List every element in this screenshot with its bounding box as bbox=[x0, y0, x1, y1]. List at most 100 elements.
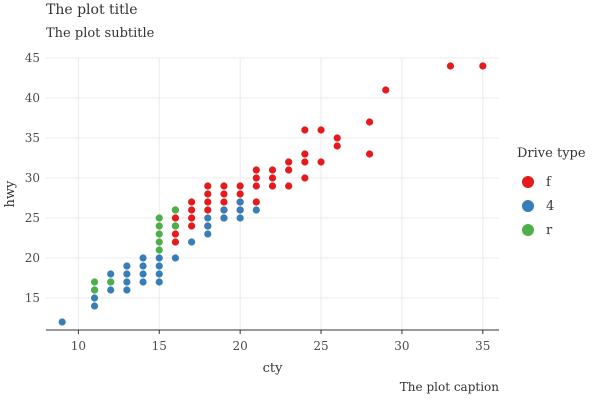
data-point-4 bbox=[204, 230, 212, 238]
legend-item-f: f bbox=[522, 172, 551, 192]
data-point-f bbox=[446, 62, 455, 70]
data-point-f bbox=[365, 150, 374, 158]
axes bbox=[46, 329, 499, 334]
data-point-4 bbox=[188, 238, 196, 246]
x-tick-label: 25 bbox=[313, 339, 328, 353]
data-point-r bbox=[155, 214, 163, 222]
data-point-4 bbox=[220, 206, 228, 214]
data-point-f bbox=[171, 230, 180, 238]
data-point-4 bbox=[171, 254, 180, 262]
data-point-4 bbox=[236, 198, 244, 206]
axis-labels: 10 15 20 25 30 35 15 20 25 30 35 40 45 cty hwy bbox=[3, 51, 490, 376]
data-point-f bbox=[301, 158, 309, 166]
data-point-4 bbox=[123, 286, 131, 294]
data-point-f bbox=[252, 174, 260, 182]
data-point-r bbox=[155, 238, 163, 246]
data-point-4 bbox=[139, 278, 147, 286]
data-point-f bbox=[252, 198, 260, 206]
data-point-4 bbox=[155, 278, 163, 286]
data-point-f bbox=[188, 222, 196, 230]
data-point-f bbox=[479, 62, 487, 70]
data-point-4 bbox=[155, 254, 163, 262]
data-point-4 bbox=[236, 206, 244, 214]
y-tick-label: 45 bbox=[25, 51, 40, 65]
data-point-f bbox=[220, 190, 228, 198]
x-tick-label: 15 bbox=[152, 339, 167, 353]
data-point-4 bbox=[90, 294, 99, 302]
data-point-r bbox=[107, 278, 115, 286]
data-point-4 bbox=[123, 278, 131, 286]
y-tick-label: 30 bbox=[25, 171, 40, 185]
data-point-4 bbox=[123, 262, 131, 270]
data-point-f bbox=[188, 198, 196, 206]
y-tick-label: 20 bbox=[25, 251, 40, 265]
y-tick-label: 40 bbox=[25, 91, 40, 105]
data-point-f bbox=[188, 214, 196, 222]
data-point-f bbox=[171, 214, 180, 222]
data-point-4 bbox=[107, 270, 115, 278]
data-point-4 bbox=[236, 214, 244, 222]
data-point-f bbox=[317, 126, 325, 134]
chart-title: The plot title bbox=[46, 2, 138, 18]
data-point-r bbox=[155, 246, 163, 254]
data-point-r bbox=[155, 222, 163, 230]
data-point-4 bbox=[139, 262, 147, 270]
data-point-f bbox=[236, 190, 244, 198]
x-tick-label: 20 bbox=[233, 339, 248, 353]
legend-swatch-4 bbox=[522, 200, 534, 212]
y-tick-label: 25 bbox=[25, 211, 40, 225]
legend-swatch-f bbox=[522, 176, 534, 188]
data-point-f bbox=[382, 86, 390, 94]
data-point-r bbox=[90, 286, 99, 294]
data-point-4 bbox=[107, 286, 115, 294]
legend-label-4: 4 bbox=[546, 198, 555, 214]
data-point-f bbox=[285, 182, 293, 190]
data-point-4 bbox=[204, 222, 212, 230]
data-point-4 bbox=[155, 262, 163, 270]
data-point-4 bbox=[155, 270, 163, 278]
data-point-f bbox=[333, 142, 341, 150]
data-point-f bbox=[268, 166, 277, 174]
data-point-f bbox=[171, 238, 180, 246]
data-point-4 bbox=[139, 270, 147, 278]
legend-label-f: f bbox=[546, 174, 551, 190]
data-point-f bbox=[333, 134, 341, 142]
data-point-f bbox=[301, 150, 309, 158]
y-tick-label: 15 bbox=[25, 291, 40, 305]
data-point-f bbox=[268, 182, 277, 190]
data-point-r bbox=[171, 206, 180, 214]
legend-item-r: r bbox=[522, 220, 552, 240]
data-point-f bbox=[301, 174, 309, 182]
data-point-f bbox=[188, 206, 196, 214]
data-point-f bbox=[365, 118, 374, 126]
data-point-f bbox=[301, 126, 309, 134]
data-point-f bbox=[204, 198, 212, 206]
legend-label-r: r bbox=[546, 222, 553, 238]
chart-caption: The plot caption bbox=[399, 380, 499, 394]
x-axis-title: cty bbox=[263, 361, 284, 376]
data-point-f bbox=[252, 166, 260, 174]
x-tick-label: 30 bbox=[394, 339, 409, 353]
data-point-f bbox=[204, 190, 212, 198]
legend-item-4: 4 bbox=[522, 196, 554, 216]
data-point-f bbox=[285, 166, 293, 174]
chart-subtitle: The plot subtitle bbox=[46, 26, 155, 41]
data-point-4 bbox=[58, 318, 66, 326]
data-point-4 bbox=[220, 214, 228, 222]
x-tick-label: 35 bbox=[475, 339, 490, 353]
data-point-f bbox=[268, 174, 277, 182]
data-point-4 bbox=[139, 254, 147, 262]
legend-title: Drive type bbox=[517, 146, 586, 161]
y-axis-title: hwy bbox=[3, 180, 18, 208]
data-point-f bbox=[317, 158, 325, 166]
data-point-f bbox=[285, 158, 293, 166]
data-point-f bbox=[220, 198, 228, 206]
data-point-4 bbox=[90, 302, 99, 310]
data-point-f bbox=[236, 182, 244, 190]
data-point-r bbox=[90, 278, 99, 286]
data-point-f bbox=[252, 182, 260, 190]
data-point-4 bbox=[123, 270, 131, 278]
x-tick-label: 10 bbox=[71, 339, 86, 353]
data-point-f bbox=[220, 182, 228, 190]
